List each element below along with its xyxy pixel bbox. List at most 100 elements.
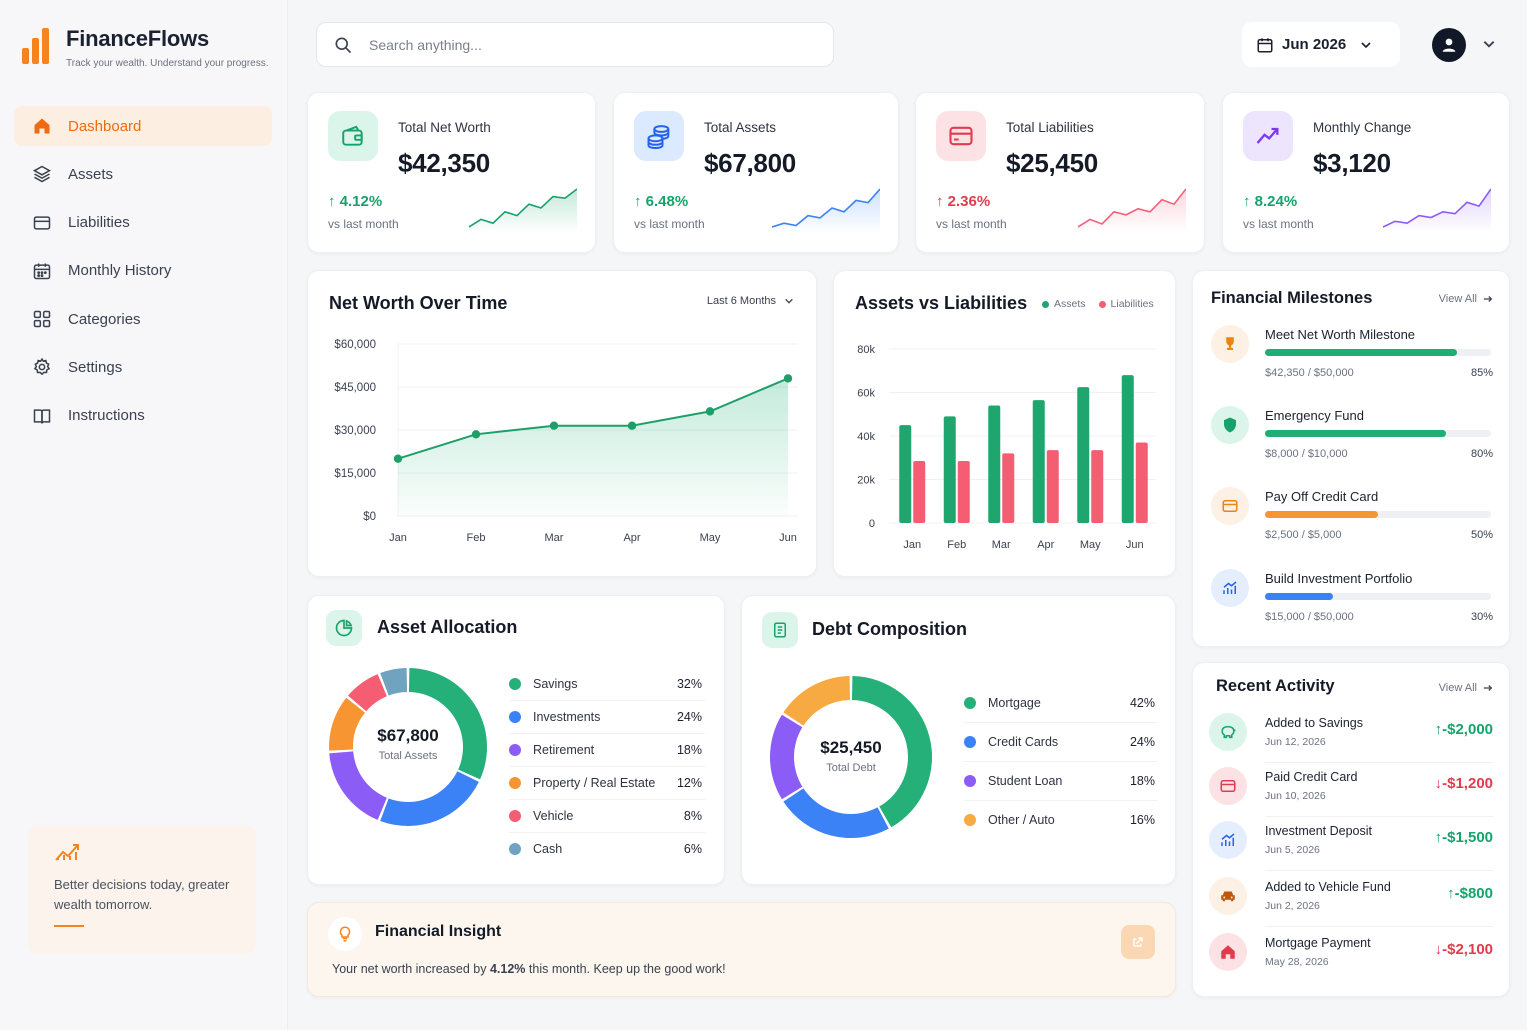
chevron-down-icon[interactable] xyxy=(1482,37,1496,51)
milestone-progress xyxy=(1265,593,1491,600)
kpi-card-total-assets[interactable]: Total Assets $67,800 ↑ 6.48% vs last mon… xyxy=(613,92,899,253)
legend-item[interactable]: Investments xyxy=(509,710,600,724)
legend-label: Student Loan xyxy=(988,774,1063,788)
activity-amount-value: -$1,200 xyxy=(1442,775,1493,792)
sidebar-item-assets[interactable]: Assets xyxy=(14,154,272,194)
asset-allocation-donut xyxy=(329,668,487,826)
milestone-title: Build Investment Portfolio xyxy=(1265,571,1413,586)
sidebar-item-monthly-history[interactable]: Monthly History xyxy=(14,251,272,291)
milestones-card: Financial Milestones View All Meet Net W… xyxy=(1192,270,1510,647)
bar-liabilities[interactable] xyxy=(1091,450,1104,523)
legend-item[interactable]: Other / Auto xyxy=(964,813,1055,827)
activity-item[interactable]: Added to Vehicle Fund Jun 2, 2026 ↑-$800 xyxy=(1209,873,1493,927)
donut-slice[interactable] xyxy=(408,668,487,780)
legend-item[interactable]: Mortgage xyxy=(964,696,1041,710)
chevron-down-icon xyxy=(785,298,793,304)
external-link-button[interactable] xyxy=(1121,925,1155,959)
debt-composition-card: Debt Composition $25,450 Total Debt Mort… xyxy=(741,595,1176,885)
kpi-change: ↑ 2.36% xyxy=(936,193,991,210)
y-tick-label: $15,000 xyxy=(334,468,376,480)
donut-slice[interactable] xyxy=(348,674,387,712)
lightbulb-icon xyxy=(328,917,362,951)
donut-slice[interactable] xyxy=(380,771,479,826)
activity-date: Jun 5, 2026 xyxy=(1265,844,1320,856)
data-point[interactable] xyxy=(549,421,559,430)
data-point[interactable] xyxy=(627,421,637,430)
activity-item[interactable]: Added to Savings Jun 12, 2026 ↑-$2,000 xyxy=(1209,709,1493,763)
sparkline xyxy=(772,188,880,233)
brand[interactable]: FinanceFlows Track your wealth. Understa… xyxy=(22,26,269,69)
search-bar[interactable] xyxy=(316,22,834,67)
sidebar-item-dashboard[interactable]: Dashboard xyxy=(14,106,272,146)
data-point[interactable] xyxy=(471,430,481,439)
search-input[interactable] xyxy=(369,36,769,53)
sparkline xyxy=(469,188,577,233)
legend-dot xyxy=(509,711,521,723)
sparkline-line xyxy=(469,188,577,228)
bar-assets[interactable] xyxy=(899,425,912,523)
legend-dot xyxy=(964,814,976,826)
kpi-card-monthly-change[interactable]: Monthly Change $3,120 ↑ 8.24% vs last mo… xyxy=(1222,92,1510,253)
bar-assets[interactable] xyxy=(1032,400,1045,523)
donut-slice[interactable] xyxy=(783,676,851,726)
avatar[interactable] xyxy=(1432,28,1466,62)
bar-liabilities[interactable] xyxy=(1002,453,1015,523)
legend-item[interactable]: Retirement xyxy=(509,743,594,757)
divider xyxy=(964,760,1157,762)
legend-item[interactable]: Cash xyxy=(509,842,562,856)
bar-assets[interactable] xyxy=(1077,387,1090,523)
sidebar-item-settings[interactable]: Settings xyxy=(14,347,272,387)
data-point[interactable] xyxy=(783,374,793,383)
range-dropdown-value: Last 6 Months xyxy=(706,295,776,307)
range-dropdown[interactable]: Last 6 Months xyxy=(707,295,794,307)
milestone-amount: $8,000 / $10,000 xyxy=(1265,448,1348,460)
legend-label: Other / Auto xyxy=(988,813,1055,827)
activity-date: Jun 2, 2026 xyxy=(1265,900,1320,912)
bar-liabilities[interactable] xyxy=(957,461,970,523)
legend-item[interactable]: Credit Cards xyxy=(964,735,1058,749)
data-point[interactable] xyxy=(393,454,403,463)
donut-slice[interactable] xyxy=(770,714,803,800)
card-title: Recent Activity xyxy=(1216,677,1335,695)
kpi-change: ↑ 6.48% xyxy=(634,193,689,210)
view-all-link[interactable]: View All xyxy=(1439,682,1493,694)
bar-assets[interactable] xyxy=(943,416,956,523)
divider xyxy=(1265,762,1493,763)
bar-liabilities[interactable] xyxy=(1046,450,1059,523)
data-point[interactable] xyxy=(705,407,715,416)
legend-item[interactable]: Savings xyxy=(509,677,577,691)
kpi-card-total-liabilities[interactable]: Total Liabilities $25,450 ↑ 2.36% vs las… xyxy=(915,92,1205,253)
activity-item[interactable]: Mortgage Payment May 28, 2026 ↓-$2,100 xyxy=(1209,929,1493,981)
x-tick-label: Feb xyxy=(947,539,966,551)
activity-title: Paid Credit Card xyxy=(1265,770,1358,784)
activity-item[interactable]: Investment Deposit Jun 5, 2026 ↑-$1,500 xyxy=(1209,817,1493,871)
view-all-link[interactable]: View All xyxy=(1439,293,1493,305)
legend-item[interactable]: Vehicle xyxy=(509,809,573,823)
legend-item[interactable]: Property / Real Estate xyxy=(509,776,655,790)
donut-center-value: $67,800 xyxy=(377,726,439,745)
insight-text: Your net worth increased by 4.12% this m… xyxy=(332,962,726,976)
donut-slice[interactable] xyxy=(329,697,366,751)
legend-percent: 18% xyxy=(1129,774,1155,788)
trend-up-icon xyxy=(1243,111,1293,161)
legend-item[interactable]: Student Loan xyxy=(964,774,1062,788)
donut-slice[interactable] xyxy=(851,676,932,828)
donut-slice[interactable] xyxy=(329,751,387,820)
activity-amount-value: -$2,000 xyxy=(1442,721,1493,738)
bar-liabilities[interactable] xyxy=(913,461,926,523)
donut-slice[interactable] xyxy=(380,668,408,696)
bar-liabilities[interactable] xyxy=(1135,442,1148,523)
legend-percent: 24% xyxy=(1129,735,1155,749)
bar-assets[interactable] xyxy=(988,405,1001,523)
date-picker[interactable]: Jun 2026 xyxy=(1242,22,1400,67)
donut-slice[interactable] xyxy=(783,788,889,838)
sidebar-item-instructions[interactable]: Instructions xyxy=(14,396,272,436)
milestone-progress-fill xyxy=(1265,430,1446,437)
kpi-card-net-worth[interactable]: Total Net Worth $42,350 ↑ 4.12% vs last … xyxy=(307,92,596,253)
kpi-change-value: 2.36% xyxy=(947,193,991,210)
sidebar-item-categories[interactable]: Categories xyxy=(14,299,272,339)
bar-assets[interactable] xyxy=(1121,375,1134,523)
sidebar-item-liabilities[interactable]: Liabilities xyxy=(14,203,272,243)
activity-item[interactable]: Paid Credit Card Jun 10, 2026 ↓-$1,200 xyxy=(1209,763,1493,817)
x-tick-label: May xyxy=(700,532,721,544)
